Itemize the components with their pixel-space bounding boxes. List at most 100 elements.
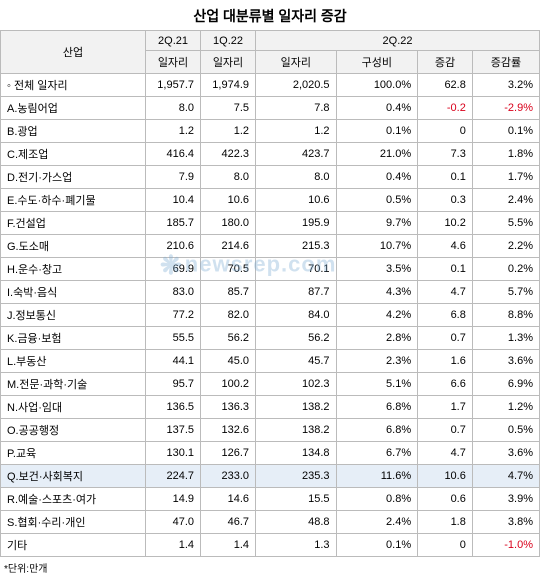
cell-2q21: 83.0 [146,281,201,304]
cell-rate: 6.9% [472,373,539,396]
cell-share: 0.1% [336,534,418,557]
cell-2q22-jobs: 195.9 [256,212,337,235]
header-2q21: 2Q.21 [146,31,201,51]
cell-1q22: 233.0 [201,465,256,488]
cell-2q21: 47.0 [146,511,201,534]
cell-change: 10.6 [418,465,473,488]
cell-2q22-jobs: 56.2 [256,327,337,350]
cell-2q22-jobs: 2,020.5 [256,74,337,97]
table-row: H.운수·창고69.970.570.13.5%0.10.2% [1,258,540,281]
cell-2q22-jobs: 1.3 [256,534,337,557]
cell-2q21: 7.9 [146,166,201,189]
cell-1q22: 132.6 [201,419,256,442]
cell-change: 0.1 [418,258,473,281]
cell-change: -0.2 [418,97,473,120]
table-row: 기타1.41.41.30.1%0-1.0% [1,534,540,557]
cell-change: 6.6 [418,373,473,396]
cell-1q22: 1,974.9 [201,74,256,97]
cell-rate: 0.2% [472,258,539,281]
cell-1q22: 85.7 [201,281,256,304]
row-label: L.부동산 [1,350,146,373]
row-label: F.건설업 [1,212,146,235]
cell-rate: 8.8% [472,304,539,327]
cell-rate: -2.9% [472,97,539,120]
table-row: K.금융·보험55.556.256.22.8%0.71.3% [1,327,540,350]
row-label: H.운수·창고 [1,258,146,281]
cell-rate: 5.7% [472,281,539,304]
cell-change: 0.6 [418,488,473,511]
header-industry: 산업 [1,31,146,74]
cell-2q22-jobs: 84.0 [256,304,337,327]
cell-1q22: 1.4 [201,534,256,557]
header-1q22: 1Q.22 [201,31,256,51]
cell-2q21: 95.7 [146,373,201,396]
cell-2q22-jobs: 1.2 [256,120,337,143]
subheader-jobs2: 일자리 [201,51,256,74]
cell-2q22-jobs: 10.6 [256,189,337,212]
cell-2q21: 55.5 [146,327,201,350]
cell-share: 4.2% [336,304,418,327]
cell-change: 0.1 [418,166,473,189]
cell-2q22-jobs: 102.3 [256,373,337,396]
table-row: E.수도·하수·폐기물10.410.610.60.5%0.32.4% [1,189,540,212]
cell-1q22: 56.2 [201,327,256,350]
cell-2q21: 77.2 [146,304,201,327]
cell-change: 0 [418,534,473,557]
cell-2q22-jobs: 70.1 [256,258,337,281]
cell-share: 2.4% [336,511,418,534]
table-row: ◦ 전체 일자리1,957.71,974.92,020.5100.0%62.83… [1,74,540,97]
cell-1q22: 136.3 [201,396,256,419]
cell-2q21: 136.5 [146,396,201,419]
cell-rate: 3.8% [472,511,539,534]
cell-share: 4.3% [336,281,418,304]
row-label: I.숙박·음식 [1,281,146,304]
cell-2q22-jobs: 45.7 [256,350,337,373]
cell-share: 6.8% [336,419,418,442]
table-row: C.제조업416.4422.3423.721.0%7.31.8% [1,143,540,166]
subheader-share: 구성비 [336,51,418,74]
row-label: G.도소매 [1,235,146,258]
cell-2q22-jobs: 48.8 [256,511,337,534]
cell-share: 6.8% [336,396,418,419]
table-row: R.예술·스포츠·여가14.914.615.50.8%0.63.9% [1,488,540,511]
subheader-change: 증감 [418,51,473,74]
jobs-table: 산업 2Q.21 1Q.22 2Q.22 일자리 일자리 일자리 구성비 증감 … [0,30,540,557]
cell-change: 7.3 [418,143,473,166]
table-row: B.광업1.21.21.20.1%00.1% [1,120,540,143]
table-row: L.부동산44.145.045.72.3%1.63.6% [1,350,540,373]
cell-1q22: 8.0 [201,166,256,189]
table-row: S.협회·수리·개인47.046.748.82.4%1.83.8% [1,511,540,534]
cell-share: 0.4% [336,166,418,189]
cell-2q22-jobs: 138.2 [256,419,337,442]
cell-1q22: 7.5 [201,97,256,120]
subheader-jobs1: 일자리 [146,51,201,74]
cell-2q21: 44.1 [146,350,201,373]
cell-change: 0.7 [418,327,473,350]
cell-1q22: 45.0 [201,350,256,373]
cell-2q22-jobs: 15.5 [256,488,337,511]
cell-rate: 1.3% [472,327,539,350]
cell-2q22-jobs: 87.7 [256,281,337,304]
cell-2q21: 69.9 [146,258,201,281]
subheader-rate: 증감률 [472,51,539,74]
cell-change: 62.8 [418,74,473,97]
cell-2q21: 416.4 [146,143,201,166]
cell-1q22: 214.6 [201,235,256,258]
row-label: M.전문·과학·기술 [1,373,146,396]
cell-rate: 2.4% [472,189,539,212]
cell-2q22-jobs: 138.2 [256,396,337,419]
cell-change: 1.8 [418,511,473,534]
cell-change: 0.3 [418,189,473,212]
cell-rate: 0.1% [472,120,539,143]
cell-2q21: 185.7 [146,212,201,235]
row-label: R.예술·스포츠·여가 [1,488,146,511]
cell-rate: 3.6% [472,350,539,373]
cell-2q21: 224.7 [146,465,201,488]
table-row: G.도소매210.6214.6215.310.7%4.62.2% [1,235,540,258]
cell-change: 1.7 [418,396,473,419]
row-label: C.제조업 [1,143,146,166]
cell-1q22: 100.2 [201,373,256,396]
cell-2q21: 130.1 [146,442,201,465]
table-row: F.건설업185.7180.0195.99.7%10.25.5% [1,212,540,235]
cell-share: 0.5% [336,189,418,212]
